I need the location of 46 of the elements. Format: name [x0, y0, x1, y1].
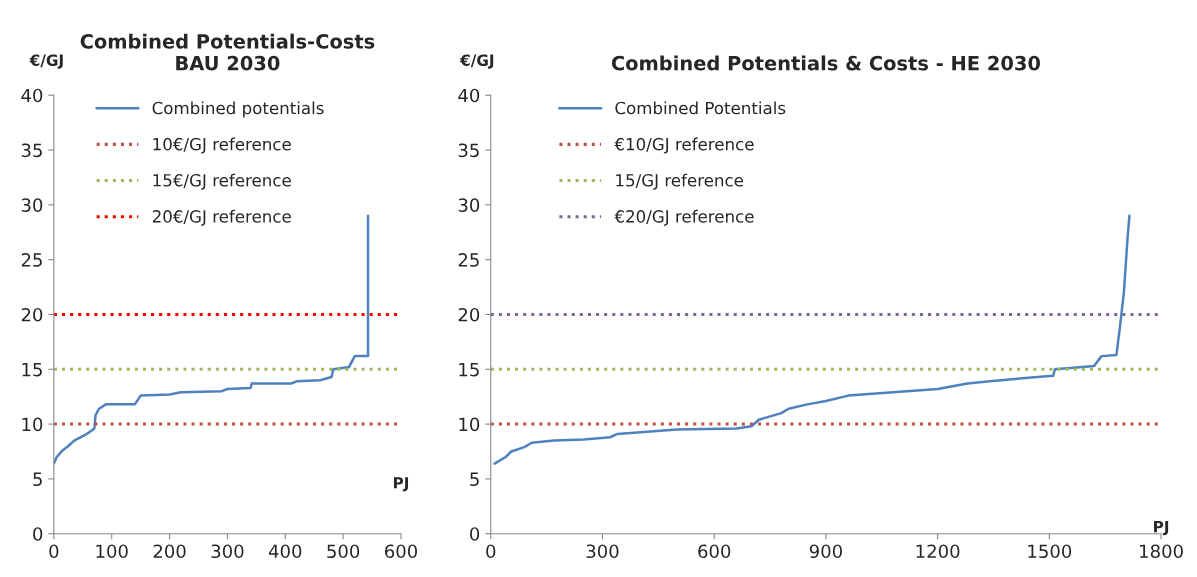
- y-tick-label: 20: [21, 307, 43, 322]
- x-axis-title: PJ: [1154, 521, 1169, 536]
- x-tick-label: 0: [49, 544, 59, 559]
- x-tick-label: 600: [385, 544, 418, 559]
- x-tick-label: 500: [327, 544, 360, 559]
- y-tick-label: 25: [458, 253, 479, 267]
- legend-label: 20€/GJ reference: [152, 209, 291, 226]
- x-tick-label: 100: [96, 544, 128, 559]
- x-tick-label: 200: [153, 544, 186, 559]
- legend-label: €20/GJ reference: [614, 209, 754, 226]
- x-axis-title: PJ: [393, 477, 409, 492]
- legend-label: 15€/GJ reference: [153, 173, 291, 190]
- y-tick-label: 15: [459, 362, 479, 377]
- y-tick-label: 10: [459, 417, 480, 432]
- y-tick-label: 40: [21, 88, 43, 103]
- x-tick-label: 300: [211, 544, 244, 559]
- legend-label: Combined potentials: [152, 101, 324, 118]
- legend-label: €10/GJ reference: [614, 137, 754, 154]
- chart-title: Combined Potentials & Costs - HE 2030: [611, 55, 1041, 71]
- y-tick-label: 25: [21, 253, 42, 267]
- y-axis-title: €/GJ: [29, 54, 63, 69]
- y-tick-label: 40: [458, 88, 480, 103]
- y-tick-label: 30: [458, 198, 480, 212]
- x-tick-label: 1800: [1140, 544, 1183, 559]
- x-tick-label: 1500: [1028, 544, 1072, 559]
- x-tick-label: 900: [809, 544, 842, 559]
- y-tick-label: 20: [458, 307, 480, 322]
- y-tick-label: 35: [21, 143, 42, 158]
- x-tick-label: 300: [586, 544, 619, 559]
- legend-label: Combined Potentials: [615, 101, 786, 115]
- y-tick-label: 30: [21, 198, 43, 212]
- x-tick-label: 400: [268, 544, 302, 559]
- legend-label: 15/GJ reference: [616, 173, 744, 190]
- x-tick-label: 1200: [916, 544, 960, 559]
- chart-title: Combined Potentials-Costs BAU 2030: [80, 33, 375, 71]
- y-tick-label: 5: [33, 472, 42, 487]
- y-tick-label: 5: [470, 472, 479, 487]
- y-tick-label: 10: [22, 417, 43, 432]
- x-tick-label: 600: [698, 544, 731, 559]
- y-tick-label: 0: [33, 527, 43, 541]
- y-tick-label: 0: [470, 527, 480, 541]
- y-tick-label: 35: [458, 143, 479, 158]
- legend-label: 10€/GJ reference: [153, 137, 291, 154]
- y-tick-label: 15: [22, 362, 42, 377]
- x-tick-label: 0: [486, 544, 496, 559]
- y-axis-title: €/GJ: [459, 54, 494, 69]
